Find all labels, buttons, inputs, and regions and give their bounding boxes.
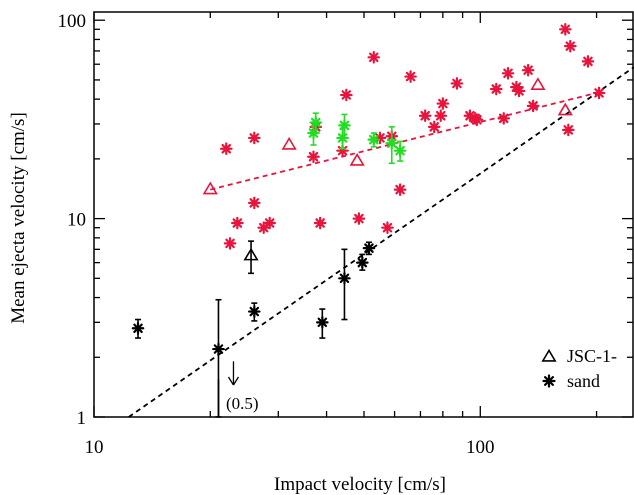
data-point-black-asterisk (357, 257, 367, 267)
data-point-red-triangle (559, 104, 571, 114)
legend: JSC-1- sand (543, 346, 617, 391)
data-point-red-asterisk (308, 152, 318, 162)
data-point-black-asterisk (339, 273, 349, 283)
data-point-green-asterisk (339, 120, 349, 130)
data-point-red-asterisk (420, 111, 430, 121)
data-point-red-asterisk (583, 56, 593, 66)
data-point-red-asterisk (405, 71, 415, 81)
data-point-red-triangle (532, 79, 544, 89)
legend-label-jsc: JSC-1- (567, 346, 617, 366)
data-point-red-asterisk (249, 133, 259, 143)
legend-asterisk-shape (544, 376, 555, 387)
axes: 10 100 1 10 100 (58, 11, 634, 458)
data-point-red-asterisk (563, 125, 573, 135)
data-point-red-asterisk (341, 90, 351, 100)
data-point-red-asterisk (249, 198, 259, 208)
data-point-red-asterisk (225, 238, 235, 248)
data-point-green-asterisk (311, 117, 321, 127)
data-point-red-asterisk (369, 52, 379, 62)
data-point-red-triangle (283, 138, 295, 148)
x-axis-label: Impact velocity [cm/s] (274, 474, 446, 495)
data-point-red-asterisk (436, 111, 446, 121)
data-point-black-asterisk (249, 306, 259, 316)
legend-triangle-shape (543, 351, 555, 361)
data-point-red-asterisk (514, 86, 524, 96)
data-point-red-asterisk (503, 68, 513, 78)
data-point-red-asterisk (232, 218, 242, 228)
fit-line-red (210, 93, 596, 190)
data-point-red-asterisk (523, 65, 533, 75)
data-point-black-asterisk (317, 317, 327, 327)
down-arrow-icon (228, 361, 238, 385)
data-point-black-asterisk (133, 323, 143, 333)
data-point-red-asterisk (221, 144, 231, 154)
data-point-green-asterisk (395, 145, 405, 155)
data-point-black-asterisk (213, 344, 223, 354)
data-point-red-asterisk (264, 218, 274, 228)
data-point-red-asterisk (395, 184, 405, 194)
legend-asterisk-icon (544, 376, 555, 387)
data-point-green-asterisk (369, 134, 379, 144)
data-point-red-asterisk (499, 113, 509, 123)
data-point-red-asterisk (382, 222, 392, 232)
y-axis-label: Mean ejecta velocity [cm/s] (8, 112, 29, 324)
data-point-red-asterisk (560, 24, 570, 34)
y-tick-label: 100 (58, 11, 87, 32)
x-tick-label: 100 (466, 437, 495, 458)
data-point-red-asterisk (565, 41, 575, 51)
data-point-red-triangle (351, 155, 363, 165)
data-point-red-asterisk (354, 213, 364, 223)
data-point-red-asterisk (491, 84, 501, 94)
data-point-red-asterisk (472, 115, 482, 125)
y-tick-label: 1 (77, 408, 87, 429)
data-point-red-asterisk (429, 122, 439, 132)
data-point-red-asterisk (528, 101, 538, 111)
data-point-red-asterisk (594, 88, 604, 98)
plot-area (129, 24, 634, 417)
x-tick-label: 10 (85, 437, 104, 458)
fit-line-black (129, 67, 634, 417)
data-point-black-asterisk (364, 243, 374, 253)
data-point-red-asterisk (452, 78, 462, 88)
legend-label-sand: sand (567, 371, 600, 391)
data-point-red-asterisk (315, 218, 325, 228)
y-tick-label: 10 (67, 210, 86, 231)
legend-triangle-icon (543, 351, 555, 361)
annotation-label: (0.5) (226, 394, 259, 413)
data-point-red-asterisk (438, 98, 448, 108)
error-bar (248, 241, 254, 273)
